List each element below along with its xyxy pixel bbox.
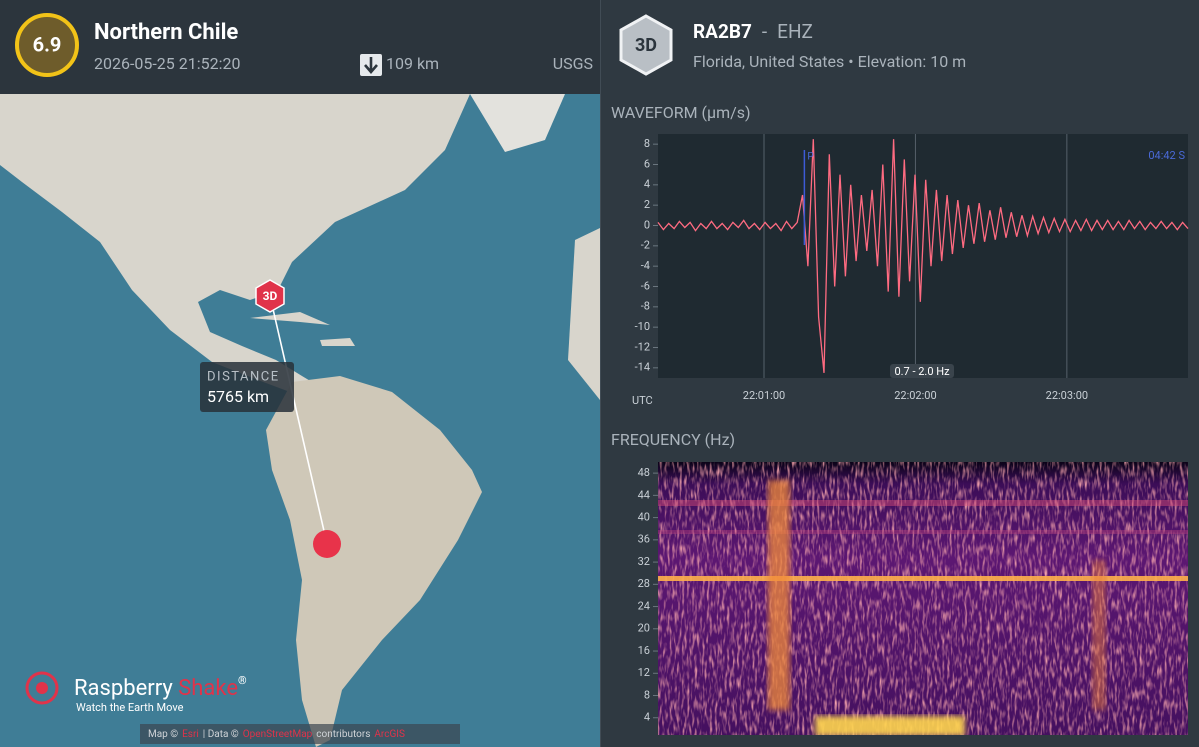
y-tick-label: 48 bbox=[638, 466, 650, 479]
y-tick-label: 8 bbox=[644, 137, 650, 150]
logo-text: Raspberry Shake® bbox=[74, 674, 247, 701]
y-tick-label: -12 bbox=[635, 340, 650, 353]
y-tick-label: 4 bbox=[644, 178, 650, 191]
band bbox=[658, 500, 1188, 506]
spectrogram-title: FREQUENCY (Hz) bbox=[611, 430, 735, 449]
event-time: 2026-05-25 21:52:20 bbox=[94, 54, 240, 73]
station-title: RA2B7- EHZ bbox=[693, 20, 813, 43]
bullet: • bbox=[848, 52, 853, 71]
station-code: RA2B7 bbox=[693, 20, 752, 43]
timer: 04:42 S bbox=[1148, 149, 1185, 162]
source[interactable]: USGS bbox=[553, 54, 593, 73]
depth: 109 km bbox=[386, 54, 439, 73]
spectrogram bbox=[658, 462, 1188, 735]
waveform-plot bbox=[658, 134, 1188, 378]
logo-mark: ® bbox=[238, 674, 247, 687]
y-tick-label: 32 bbox=[638, 555, 650, 568]
map[interactable]: 3D DISTANCE 5765 km Raspberry Shake® Wat… bbox=[0, 94, 600, 747]
elevation: Elevation: 10 m bbox=[858, 52, 967, 71]
attribution-link[interactable]: OpenStreetMap bbox=[243, 729, 313, 740]
waveform-chart: 8 6 4 2 0 -2 -4 -6 -8 -10 -12 -14 22:01:00 22:02:00 22… bbox=[635, 134, 1189, 402]
y-tick-label: 40 bbox=[638, 511, 650, 524]
separator: - bbox=[762, 20, 767, 43]
station-info: Florida, United States • Elevation: 10 m bbox=[693, 52, 966, 71]
station-marker-label: 3D bbox=[263, 289, 278, 303]
y-tick-label: 2 bbox=[644, 198, 650, 211]
waveform-line bbox=[657, 139, 1189, 373]
attribution-text: contributors bbox=[316, 729, 370, 740]
distance-box bbox=[200, 362, 294, 412]
channel: EHZ bbox=[777, 20, 813, 43]
land-greenland bbox=[470, 94, 565, 152]
depth-arrow bbox=[364, 57, 378, 74]
epicenter[interactable] bbox=[313, 530, 341, 558]
x-tick-label: 22:03:00 bbox=[1046, 389, 1088, 402]
filter-box bbox=[890, 364, 954, 378]
logo: Raspberry Shake® Watch the Earth Move bbox=[25, 671, 247, 714]
location: Florida, United States bbox=[693, 52, 844, 71]
logo-name: Raspberry bbox=[74, 676, 173, 701]
attribution-text: | Data © bbox=[203, 728, 239, 740]
x-tick-label: 22:01:00 bbox=[743, 389, 785, 402]
distance: 5765 km bbox=[207, 387, 269, 406]
station-badge-label: 3D bbox=[635, 35, 657, 56]
y-tick-label: 20 bbox=[638, 622, 650, 635]
attribution: Map © Esri | Data © OpenStreetMap contributo… bbox=[148, 728, 405, 740]
y-tick-label: 36 bbox=[638, 533, 650, 546]
streak bbox=[1092, 560, 1106, 710]
y-tick-label: 12 bbox=[638, 666, 650, 679]
station-badge bbox=[619, 14, 673, 76]
p-pick-label: P bbox=[807, 152, 813, 163]
y-tick-label: -14 bbox=[635, 361, 650, 374]
band-29hz bbox=[658, 576, 1188, 581]
y-tick-label: 6 bbox=[644, 157, 650, 170]
attribution-link[interactable]: ArcGIS bbox=[374, 729, 405, 740]
distance-line bbox=[269, 295, 328, 545]
logo-icon bbox=[25, 671, 59, 705]
x-axis-label: UTC bbox=[632, 394, 653, 407]
land-africa bbox=[568, 228, 600, 400]
y-tick-label: -8 bbox=[641, 300, 650, 313]
filter-label: 0.7 - 2.0 Hz bbox=[894, 365, 950, 378]
magnitude-badge bbox=[15, 13, 79, 77]
land-south-america bbox=[266, 376, 482, 747]
y-tick-label: 28 bbox=[638, 577, 650, 590]
attribution-text: Map © bbox=[148, 728, 178, 740]
attribution-link[interactable]: Esri bbox=[182, 729, 199, 740]
y-tick-label: 0 bbox=[644, 218, 650, 231]
logo-accent: Shake bbox=[178, 676, 238, 701]
land-caribbean bbox=[250, 312, 355, 346]
attribution-bar bbox=[140, 724, 460, 744]
y-tick-label: 8 bbox=[644, 688, 650, 701]
distance-label: DISTANCE bbox=[207, 369, 280, 384]
y-tick-label: -6 bbox=[641, 279, 650, 292]
region: Northern Chile bbox=[94, 20, 238, 45]
y-tick-label: 24 bbox=[638, 599, 650, 612]
land-north-america bbox=[0, 94, 470, 398]
arrival-streak bbox=[768, 480, 790, 710]
tagline: Watch the Earth Move bbox=[76, 701, 184, 714]
y-tick-label: -4 bbox=[641, 259, 650, 272]
logo-icon-core bbox=[36, 682, 48, 694]
band bbox=[658, 530, 1188, 534]
event-header bbox=[0, 0, 600, 94]
y-tick-label: -2 bbox=[641, 239, 650, 252]
waveform-title: WAVEFORM (µm/s) bbox=[611, 103, 751, 122]
y-tick-label: -10 bbox=[635, 320, 650, 333]
x-tick-label: 22:02:00 bbox=[894, 389, 936, 402]
magnitude: 6.9 bbox=[33, 32, 62, 56]
station-marker[interactable] bbox=[255, 279, 285, 313]
y-tick-label: 4 bbox=[644, 711, 650, 724]
y-tick-label: 44 bbox=[638, 488, 650, 501]
y-tick-label: 16 bbox=[638, 644, 650, 657]
low-frequency-energy bbox=[815, 716, 965, 735]
